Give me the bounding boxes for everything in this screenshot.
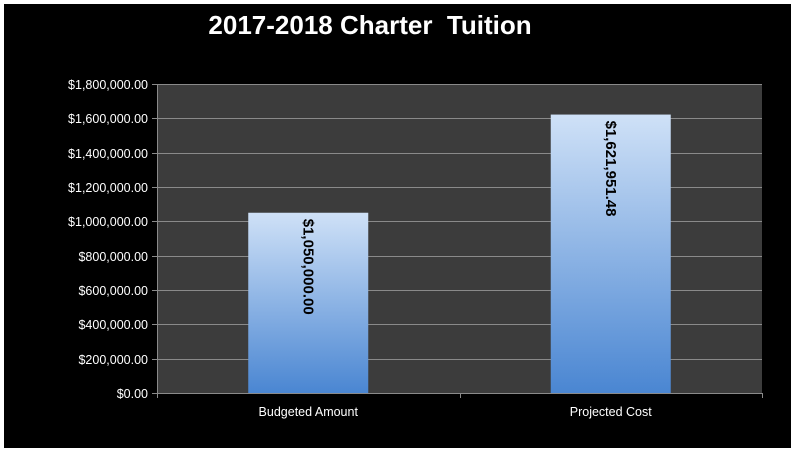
y-tick-label: $1,200,000.00 [68,181,148,195]
y-tick-label: $1,600,000.00 [68,112,148,126]
data-label: $1,621,951.48 [602,121,619,217]
y-tick-label: $0.00 [117,387,148,401]
y-tick-label: $400,000.00 [78,318,148,332]
chart-title: 2017-2018 Charter Tuition [208,10,532,40]
y-tick-label: $1,000,000.00 [68,215,148,229]
data-label: $1,050,000.00 [299,219,316,315]
bar [248,212,369,393]
tick-labels: $0.00 $200,000.00 $400,000.00 $600,000.00 $8… [68,78,652,419]
y-tick-label: $1,800,000.00 [68,78,148,92]
bar [550,114,671,393]
axes [152,84,763,398]
plot-area [157,84,762,393]
bars [248,114,671,393]
x-tick-label: Projected Cost [570,405,653,419]
y-tick-label: $200,000.00 [78,353,148,367]
x-tick-label: Budgeted Amount [259,405,359,419]
y-tick-label: $600,000.00 [78,284,148,298]
y-tick-label: $800,000.00 [78,250,148,264]
y-tick-label: $1,400,000.00 [68,147,148,161]
